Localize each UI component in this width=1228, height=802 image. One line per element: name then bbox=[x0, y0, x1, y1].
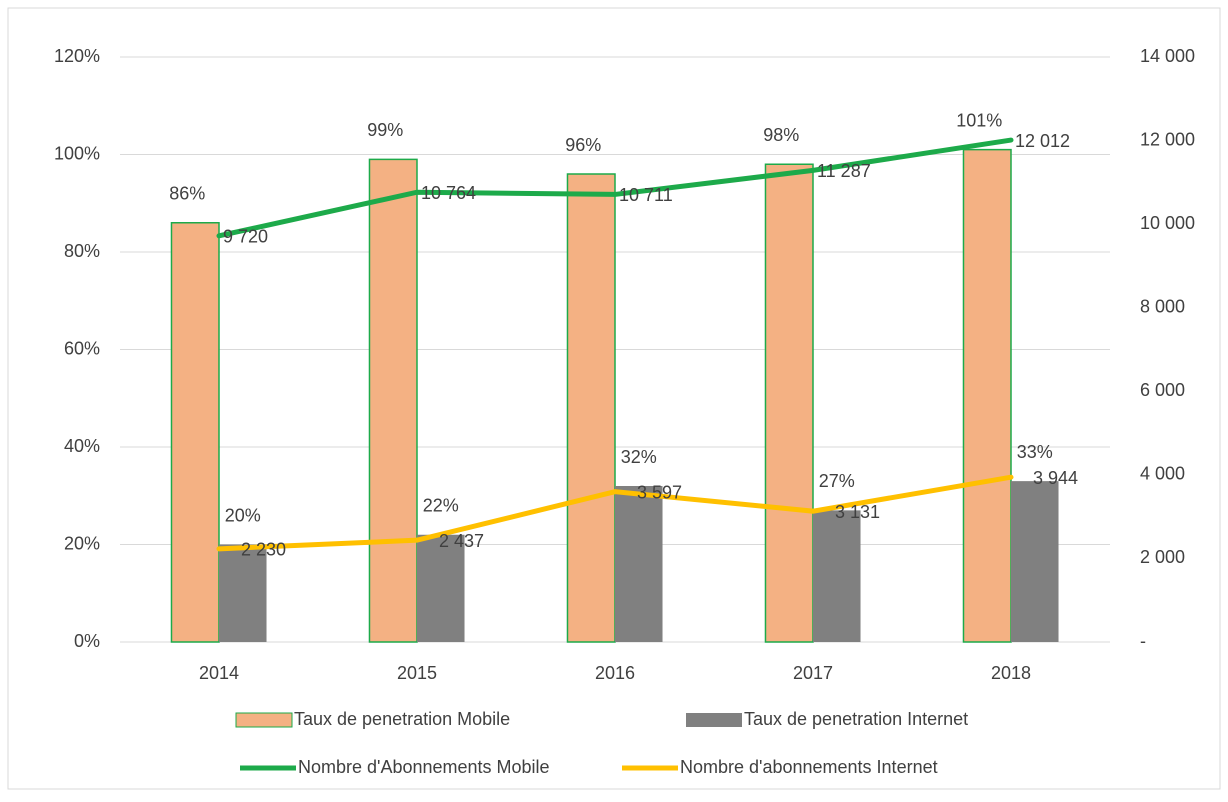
data-label: 2 230 bbox=[241, 540, 286, 560]
data-label: 32% bbox=[621, 447, 657, 467]
data-label: 11 287 bbox=[817, 161, 871, 181]
y2-tick-label: 14 000 bbox=[1140, 46, 1195, 66]
data-label: 10 711 bbox=[619, 185, 673, 205]
data-label: 9 720 bbox=[223, 227, 268, 247]
bar bbox=[417, 534, 465, 642]
data-label: 22% bbox=[423, 496, 459, 516]
x-tick-label: 2017 bbox=[793, 663, 833, 683]
data-label: 2 437 bbox=[439, 531, 484, 551]
data-label: 96% bbox=[565, 135, 601, 155]
y-tick-label: 60% bbox=[64, 338, 100, 358]
bar bbox=[813, 510, 861, 642]
line bbox=[216, 137, 1014, 239]
y2-tick-label: 12 000 bbox=[1140, 129, 1195, 149]
data-label: 3 597 bbox=[637, 482, 682, 502]
x-tick-label: 2014 bbox=[199, 663, 239, 683]
x-tick-label: 2015 bbox=[397, 663, 437, 683]
data-label: 20% bbox=[225, 505, 261, 525]
y2-tick-label: 8 000 bbox=[1140, 296, 1185, 316]
legend-swatch bbox=[686, 713, 742, 727]
y-tick-label: 120% bbox=[54, 46, 100, 66]
data-label: 101% bbox=[956, 110, 1002, 130]
data-label: 12 012 bbox=[1015, 131, 1070, 151]
y2-tick-label: 2 000 bbox=[1140, 547, 1185, 567]
y2-tick-label: 4 000 bbox=[1140, 464, 1185, 484]
legend-label: Nombre d'abonnements Internet bbox=[680, 757, 938, 777]
data-label: 3 131 bbox=[835, 502, 880, 522]
y-tick-label: 40% bbox=[64, 436, 100, 456]
bar bbox=[764, 163, 814, 643]
y2-tick-label: 6 000 bbox=[1140, 380, 1185, 400]
y-tick-label: 100% bbox=[54, 143, 100, 163]
legend-label: Taux de penetration Mobile bbox=[294, 709, 510, 729]
data-label: 27% bbox=[819, 471, 855, 491]
bar bbox=[566, 173, 616, 643]
bar bbox=[962, 148, 1012, 643]
x-tick-label: 2018 bbox=[991, 663, 1031, 683]
data-label: 86% bbox=[169, 184, 205, 204]
legend-label: Taux de penetration Internet bbox=[744, 709, 968, 729]
y2-tick-label: 10 000 bbox=[1140, 213, 1195, 233]
bar bbox=[1011, 481, 1059, 642]
data-label: 3 944 bbox=[1033, 468, 1078, 488]
data-label: 33% bbox=[1017, 442, 1053, 462]
bar bbox=[368, 158, 418, 643]
data-label: 98% bbox=[763, 125, 799, 145]
y-tick-label: 80% bbox=[64, 241, 100, 261]
data-label: 10 764 bbox=[421, 183, 476, 203]
y-tick-label: 20% bbox=[64, 533, 100, 553]
legend-swatch bbox=[235, 712, 293, 728]
line bbox=[216, 474, 1014, 552]
y-tick-label: 0% bbox=[74, 631, 100, 651]
bar bbox=[219, 544, 267, 642]
data-label: 99% bbox=[367, 120, 403, 140]
y2-tick-label: - bbox=[1140, 631, 1146, 651]
legend-label: Nombre d'Abonnements Mobile bbox=[298, 757, 550, 777]
bar bbox=[170, 222, 220, 643]
x-tick-label: 2016 bbox=[595, 663, 635, 683]
bar bbox=[615, 486, 663, 642]
